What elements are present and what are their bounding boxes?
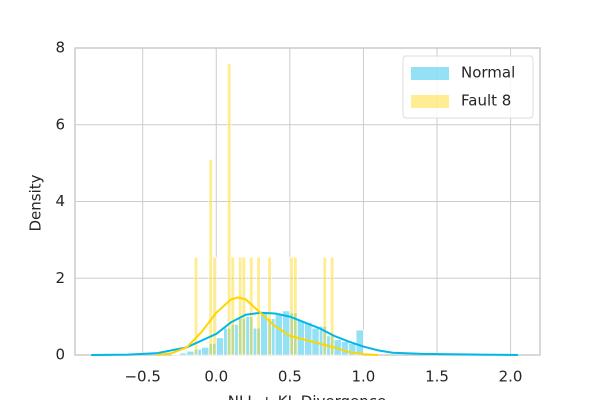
- histogram-bar: [274, 314, 283, 356]
- x-axis-label: NLL + KL Divergence: [228, 393, 386, 400]
- histogram-bar: [304, 321, 313, 356]
- legend-swatch: [411, 67, 449, 80]
- legend-label: Normal: [461, 64, 515, 82]
- histogram-bar: [208, 158, 213, 356]
- histogram-bar: [340, 341, 350, 356]
- legend-label: Fault 8: [461, 92, 511, 110]
- y-axis-label: Density: [27, 174, 45, 231]
- histogram-bar: [230, 256, 236, 356]
- y-tick-label: 8: [55, 39, 65, 57]
- histogram-bar: [179, 352, 188, 356]
- histogram-bar: [215, 337, 225, 356]
- histogram-bar: [201, 346, 210, 356]
- y-tick-label: 0: [55, 346, 65, 364]
- x-tick-label: 1.0: [351, 368, 375, 386]
- legend-box: [402, 55, 534, 119]
- kde-line: [91, 311, 518, 356]
- histogram-bar: [289, 256, 294, 356]
- histogram-bar: [237, 256, 243, 356]
- histogram-bar: [267, 256, 272, 356]
- histogram-bar: [212, 256, 217, 356]
- y-tick-label: 4: [55, 192, 65, 210]
- histogram-bar: [322, 256, 328, 356]
- histogram-bar: [193, 256, 199, 356]
- histogram-bar: [241, 256, 247, 356]
- histogram-bar: [329, 256, 335, 356]
- histogram-bar: [171, 353, 180, 356]
- histogram-bar: [293, 256, 298, 356]
- histogram-bar: [256, 256, 261, 356]
- histogram-bar: [226, 62, 232, 356]
- x-tick-label: 1.5: [425, 368, 449, 386]
- x-tick-label: 2.0: [499, 368, 523, 386]
- x-tick-label: 0.5: [278, 368, 302, 386]
- y-tick-label: 6: [55, 115, 65, 133]
- legend-swatch: [411, 95, 449, 108]
- y-tick-label: 2: [55, 269, 65, 287]
- x-tick-label: 0.0: [204, 368, 228, 386]
- kde-line: [157, 296, 379, 356]
- histogram-bar: [186, 350, 195, 356]
- histogram-bar: [355, 329, 364, 356]
- x-tick-label: −0.5: [124, 368, 160, 386]
